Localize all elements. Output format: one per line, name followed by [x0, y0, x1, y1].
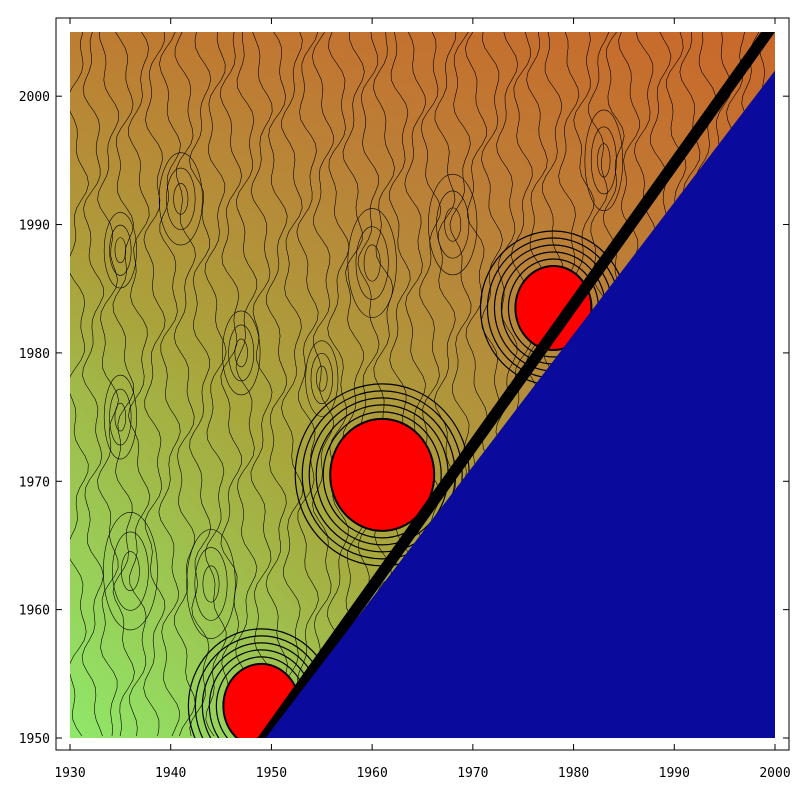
masked-region [265, 70, 775, 738]
contour-line [281, 32, 304, 737]
contour-line [70, 32, 89, 737]
y-tick-label: 2000 [19, 90, 50, 105]
contour-loop [121, 551, 140, 592]
contour-line [235, 32, 258, 737]
contour-line [189, 32, 212, 737]
contour-loop [109, 388, 132, 446]
contour-loop [584, 109, 623, 212]
contour-loop [310, 353, 333, 405]
contour-line [219, 32, 243, 737]
contour-loop [103, 512, 158, 631]
contour-loop [158, 152, 203, 246]
contour-loop [109, 224, 132, 276]
contour-line [97, 32, 119, 737]
contour-loop [597, 143, 611, 178]
diagonal-band [257, 32, 775, 738]
x-tick-label: 2000 [759, 766, 790, 781]
y-tick-label: 1970 [19, 475, 50, 490]
x-tick-label: 1940 [155, 766, 186, 781]
contour-line [296, 32, 319, 737]
contour-loop [316, 365, 328, 392]
contour-loop [363, 244, 381, 282]
x-tick-label: 1970 [457, 766, 488, 781]
contour-loop [590, 126, 617, 195]
contour-loop [103, 212, 137, 289]
x-axis: 1930 1940 1950 1960 1970 1980 1990 2000 [54, 18, 791, 781]
contour-line [158, 32, 181, 737]
y-axis: 1950 1960 1970 1980 1990 2000 [19, 90, 789, 747]
contour-loop [347, 208, 397, 318]
contour-line [311, 32, 335, 737]
contour-loop [444, 207, 462, 242]
contour-line [173, 32, 196, 737]
contour-loop [114, 237, 127, 264]
x-tick-label: 1980 [558, 766, 589, 781]
contour-loop [305, 340, 339, 417]
hotspot-region [329, 417, 436, 532]
plot-frame [55, 17, 790, 751]
x-tick-label: 1990 [659, 766, 690, 781]
y-tick-label: 1980 [19, 347, 50, 362]
contour-loop [228, 324, 255, 382]
contour-line [204, 32, 227, 737]
y-tick-label: 1990 [19, 219, 50, 234]
contour-loop [428, 173, 478, 276]
hotspot-contour [301, 390, 463, 560]
y-tick-label: 1960 [19, 604, 50, 619]
y-tick-label: 1950 [19, 732, 50, 747]
x-tick-label: 1960 [356, 766, 387, 781]
contour-line [327, 32, 350, 737]
contour-loop [173, 183, 189, 215]
contour-loop [234, 338, 248, 368]
hotspot-contour [322, 411, 442, 539]
x-tick-label: 1950 [256, 766, 287, 781]
contour-loop [186, 529, 236, 639]
contour-loop [202, 565, 220, 603]
contour-loop [436, 190, 470, 259]
contour-line [127, 32, 151, 737]
contour-line [81, 32, 104, 737]
contour-loop [114, 402, 127, 432]
plot-area [70, 32, 775, 738]
contour-loop [103, 374, 137, 460]
contour-loop [222, 310, 261, 396]
contour-line [265, 32, 288, 737]
contour-line [250, 32, 273, 737]
x-tick-label: 1930 [54, 766, 85, 781]
contour-line [112, 32, 135, 737]
contour-loop [112, 531, 149, 611]
contour-loop [355, 226, 389, 300]
contour-loop [166, 167, 196, 230]
contour-line [143, 32, 166, 737]
hotspot-region [514, 264, 593, 351]
contour-loop [194, 547, 228, 621]
